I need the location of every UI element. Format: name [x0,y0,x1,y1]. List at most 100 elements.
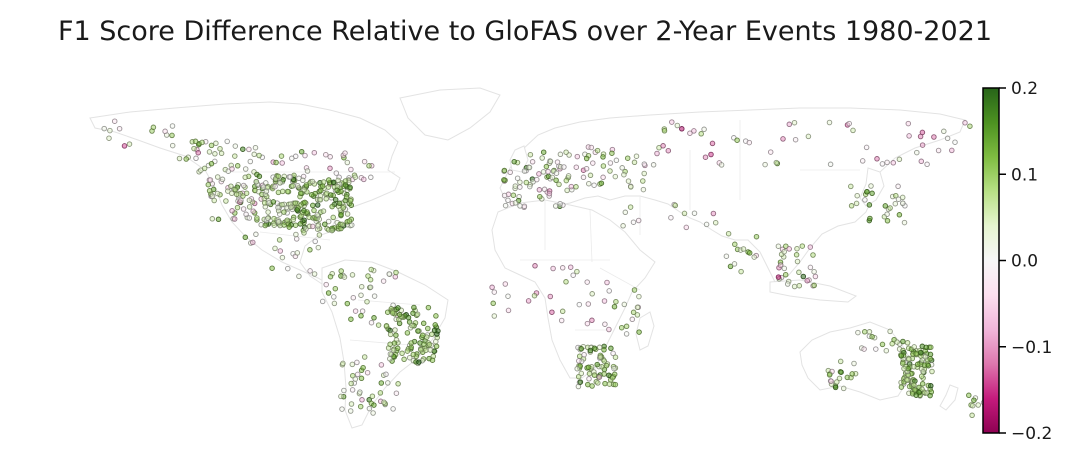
station-point [800,273,807,280]
station-point [611,365,617,372]
station-point [434,331,440,337]
station-point [309,178,316,185]
station-point [534,176,540,183]
station-point [423,347,429,354]
station-point [807,244,814,250]
station-point [489,284,495,291]
station-point [547,158,554,165]
station-point [563,149,569,155]
station-point [284,217,290,223]
station-point [687,130,693,136]
station-point [370,410,376,416]
station-point [966,392,972,399]
station-point [861,346,867,352]
station-point [505,293,511,299]
station-point [368,319,375,326]
station-point [901,219,908,226]
station-point [576,301,583,308]
station-point [636,329,642,335]
station-point [610,350,616,357]
station-point [410,351,417,358]
africa-landmass [491,199,656,379]
station-point [369,393,376,399]
station-point [339,406,345,412]
station-point [195,149,201,156]
station-point [810,252,816,258]
station-point [387,356,393,362]
station-point [429,357,436,363]
station-point [411,304,417,311]
station-point [390,406,396,412]
station-point [727,263,734,270]
station-point [568,183,575,190]
station-point [532,263,538,269]
station-point [317,197,324,203]
station-point [867,215,873,222]
station-point [378,380,385,386]
station-point [352,174,359,180]
station-point [251,151,257,158]
station-point [361,176,367,183]
station-point [361,158,368,165]
station-point [589,291,595,297]
station-point [911,382,917,388]
station-point [782,271,789,278]
station-point [837,358,844,365]
station-point [600,154,606,160]
station-point [578,346,585,352]
station-point [279,160,285,166]
station-point [654,150,660,157]
station-point [850,127,856,134]
station-point [585,301,592,307]
station-point [240,146,246,152]
station-point [600,163,607,169]
station-point [280,177,286,183]
station-point [344,159,351,166]
station-point [275,189,282,196]
station-point [607,168,613,174]
station-point [669,119,675,125]
station-point [371,402,377,408]
station-point [848,203,855,209]
station-point [576,353,583,359]
station-point [900,200,906,206]
station-point [209,216,216,222]
station-point [539,155,545,161]
station-point [364,298,370,305]
station-point [558,317,565,324]
station-point [223,198,229,204]
station-point [543,163,550,170]
station-point [312,238,318,245]
station-point [549,174,556,181]
station-point [674,122,681,129]
station-point [536,187,543,193]
station-point [242,166,249,172]
station-point [698,131,704,137]
station-point [606,288,612,294]
station-point [636,293,642,300]
station-point [887,205,893,211]
station-point [311,149,318,156]
station-point [611,303,618,310]
station-point [290,216,296,223]
station-point [794,245,800,252]
station-point [234,204,241,211]
station-point [205,181,212,188]
station-point [501,192,508,199]
station-point [505,307,512,314]
station-point [386,271,392,277]
station-point [218,150,225,157]
station-point [851,360,857,367]
colorbar-tick-label: 0.1 [1011,165,1038,185]
station-point [596,374,603,380]
station-point [874,156,880,162]
station-point [425,325,431,332]
station-point [311,207,317,214]
station-point [253,178,260,185]
station-point [279,188,286,195]
station-point [570,272,576,278]
station-point [793,252,800,258]
station-point [367,284,374,290]
station-point [796,269,802,276]
station-point [898,384,905,390]
